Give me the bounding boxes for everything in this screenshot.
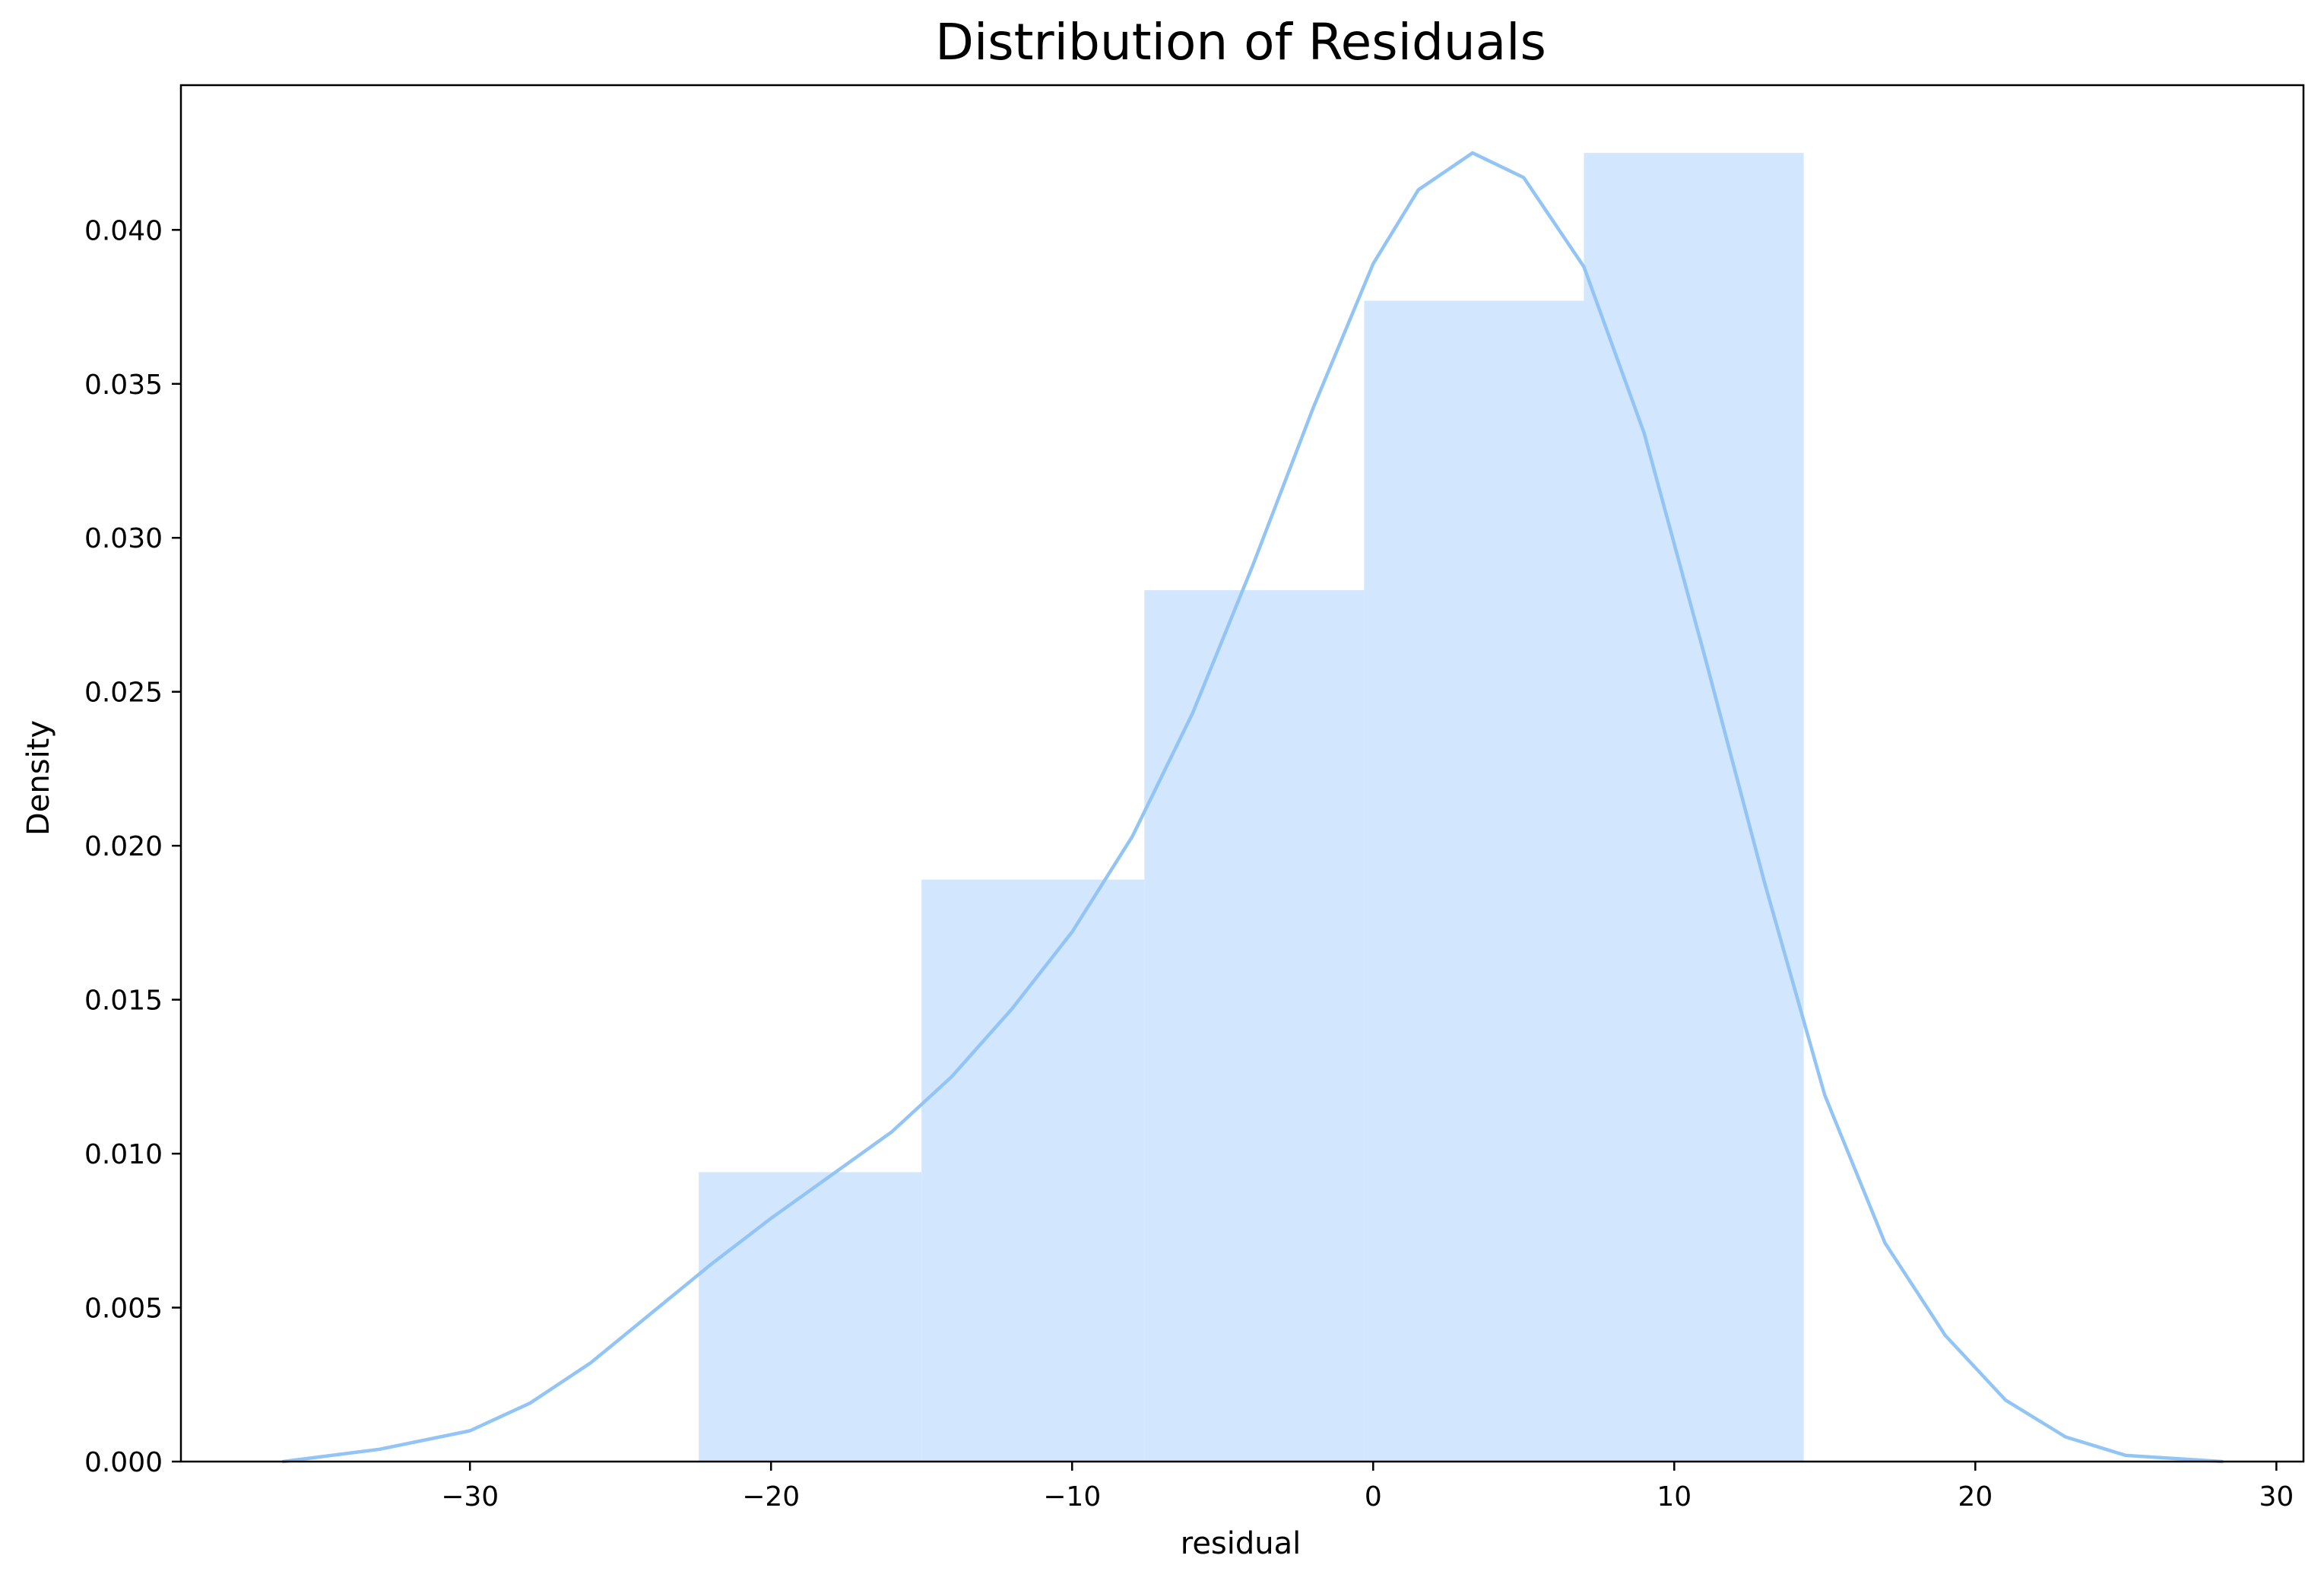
x-tick-label-6: 20 bbox=[1958, 1481, 1993, 1513]
chart-title: Distribution of Residuals bbox=[935, 13, 1546, 71]
histogram-bar-4 bbox=[1364, 300, 1584, 1462]
y-tick-label-9: 0.040 bbox=[84, 215, 163, 246]
y-tick-label-6: 0.025 bbox=[84, 678, 163, 709]
y-tick-label-4: 0.015 bbox=[84, 986, 163, 1017]
x-axis-label: residual bbox=[1181, 1526, 1302, 1561]
y-tick-label-1: 0.000 bbox=[84, 1447, 163, 1478]
x-tick-label-1: −30 bbox=[441, 1481, 499, 1513]
x-tick-label-4: 0 bbox=[1365, 1481, 1382, 1513]
histogram-bar-3 bbox=[1144, 590, 1365, 1462]
x-tick-label-5: 10 bbox=[1657, 1481, 1691, 1513]
histogram-bar-2 bbox=[921, 879, 1145, 1462]
x-tick-label-2: −20 bbox=[742, 1481, 800, 1513]
x-tick-label-3: −10 bbox=[1043, 1481, 1101, 1513]
y-tick-label-7: 0.030 bbox=[84, 523, 163, 554]
y-tick-label-3: 0.010 bbox=[84, 1139, 163, 1170]
plot-frame bbox=[179, 84, 2305, 1463]
kde-density-line bbox=[281, 151, 2224, 1464]
y-axis-label: Density bbox=[21, 720, 56, 836]
y-tick-label-5: 0.020 bbox=[84, 831, 163, 862]
histogram-bar-1 bbox=[699, 1172, 922, 1462]
y-tick-label-2: 0.005 bbox=[84, 1294, 163, 1325]
x-tick-label-7: 30 bbox=[2259, 1481, 2294, 1513]
histogram-bar-5 bbox=[1584, 153, 1804, 1462]
y-tick-label-8: 0.035 bbox=[84, 370, 163, 401]
